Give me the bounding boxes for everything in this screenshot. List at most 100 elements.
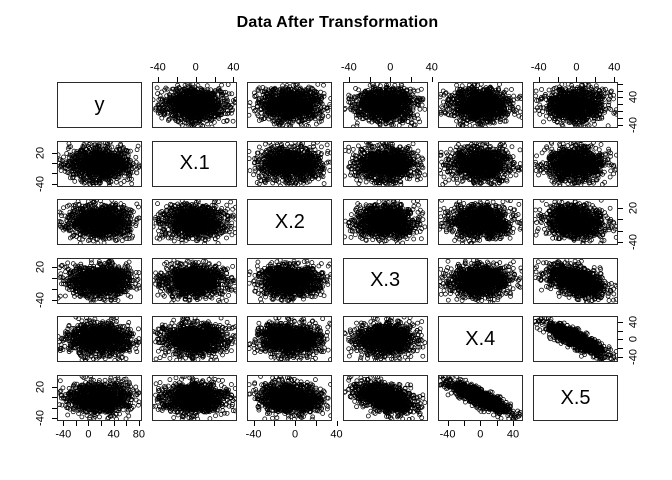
scatter-canvas — [534, 258, 617, 303]
diagonal-label-panel: y — [57, 82, 142, 128]
axis-tick-label: -40 — [245, 428, 262, 441]
axis-tick — [618, 330, 623, 332]
scatter-panel-y-vs-X.2 — [247, 82, 333, 128]
axis-tick — [618, 339, 623, 341]
scatter-canvas — [153, 200, 237, 245]
axis-tick-label: 20 — [627, 202, 640, 215]
scatter-canvas — [438, 376, 522, 420]
axis-tick — [52, 173, 57, 175]
axis-tick — [618, 321, 623, 323]
axis-tick — [295, 421, 297, 426]
scatter-panel-X.5-vs-X.3 — [342, 375, 428, 421]
variable-name-label: X.4 — [465, 327, 496, 350]
variable-name-label: X.5 — [560, 386, 591, 409]
axis-tick — [52, 397, 57, 399]
scatter-canvas — [248, 141, 332, 186]
axis-tick — [63, 421, 65, 426]
axis-tick-label: 80 — [132, 428, 145, 441]
scatter-panel-y-vs-X.4 — [437, 82, 523, 128]
axis-tick — [233, 77, 235, 82]
scatter-panel-y-vs-X.5 — [533, 82, 618, 128]
axis-tick — [618, 348, 623, 350]
axis-tick-label: -40 — [55, 428, 72, 441]
axis-tick-label: -40 — [627, 116, 640, 133]
scatter-panel-X.5-vs-y — [57, 375, 142, 421]
scatter-canvas — [153, 317, 237, 362]
scatter-canvas — [534, 141, 617, 186]
axis-tick-label: 40 — [627, 315, 640, 328]
axis-tick — [557, 77, 559, 82]
axis-tick — [512, 421, 514, 426]
axis-tick — [113, 421, 115, 426]
scatter-canvas — [343, 141, 427, 186]
axis-tick — [52, 387, 57, 389]
axis-tick — [618, 83, 623, 85]
scatter-canvas — [343, 317, 427, 362]
axis-tick — [195, 77, 197, 82]
axis-tick-label: 40 — [627, 91, 640, 104]
axis-tick — [576, 77, 578, 82]
scatter-panel-X.2-vs-X.1 — [152, 199, 238, 246]
scatter-panel-X.3-vs-X.5 — [533, 257, 618, 304]
axis-tick — [274, 421, 276, 426]
axis-tick — [101, 421, 103, 426]
axis-tick — [538, 77, 540, 82]
scatter-panel-X.2-vs-X.4 — [437, 199, 523, 246]
scatter-canvas — [58, 258, 141, 303]
axis-tick — [126, 421, 128, 426]
axis-tick — [52, 152, 57, 154]
axis-tick-label: 40 — [107, 428, 120, 441]
axis-tick — [618, 97, 623, 99]
scatter-canvas — [438, 141, 522, 186]
axis-tick-label: -40 — [149, 61, 166, 74]
scatter-panel-X.2-vs-y — [57, 199, 142, 246]
axis-tick-label: 0 — [387, 61, 394, 74]
scatter-panel-X.4-vs-X.2 — [247, 316, 333, 363]
axis-tick-label: 0 — [192, 61, 199, 74]
diagonal-label-panel: X.1 — [152, 140, 238, 187]
axis-tick-label: -40 — [439, 428, 456, 441]
axis-tick-label: -40 — [34, 175, 47, 192]
diagonal-label-panel: X.4 — [437, 316, 523, 363]
axis-tick-label: -40 — [530, 61, 547, 74]
axis-tick — [614, 77, 616, 82]
axis-tick-label: -40 — [627, 233, 640, 250]
scatter-canvas — [153, 83, 237, 127]
scatter-canvas — [534, 83, 617, 127]
axis-tick — [496, 421, 498, 426]
axis-tick — [52, 163, 57, 165]
axis-tick-label: 40 — [227, 61, 240, 74]
scatter-panel-X.4-vs-y — [57, 316, 142, 363]
axis-tick-label: 40 — [608, 61, 621, 74]
axis-tick — [348, 77, 350, 82]
scatter-panel-X.2-vs-X.3 — [342, 199, 428, 246]
axis-tick-label: 0 — [573, 61, 580, 74]
axis-tick — [463, 421, 465, 426]
axis-tick — [157, 77, 159, 82]
scatter-canvas — [58, 376, 141, 420]
scatter-panel-X.1-vs-y — [57, 140, 142, 187]
axis-tick-label: 0 — [477, 428, 484, 441]
scatter-panel-y-vs-X.3 — [342, 82, 428, 128]
axis-tick-label: 40 — [330, 428, 343, 441]
axis-tick — [390, 77, 392, 82]
axis-tick — [480, 421, 482, 426]
diagonal-label-panel: X.2 — [247, 199, 333, 246]
axis-tick-label: 0 — [292, 428, 299, 441]
axis-tick-label: 40 — [506, 428, 520, 441]
axis-tick — [618, 230, 623, 232]
variable-name-label: X.1 — [179, 152, 210, 175]
axis-tick-label: -40 — [627, 349, 640, 366]
scatter-panel-X.1-vs-X.2 — [247, 140, 333, 187]
scatter-canvas — [248, 83, 332, 127]
axis-tick — [618, 357, 623, 359]
axis-tick-label: -40 — [34, 292, 47, 309]
axis-tick-label: 20 — [34, 381, 47, 394]
scatter-canvas — [534, 200, 617, 245]
scatter-panel-X.4-vs-X.1 — [152, 316, 238, 363]
axis-tick — [52, 289, 57, 291]
axis-tick — [176, 77, 178, 82]
axis-tick-label: 0 — [85, 428, 92, 441]
scatter-panel-X.5-vs-X.2 — [247, 375, 333, 421]
